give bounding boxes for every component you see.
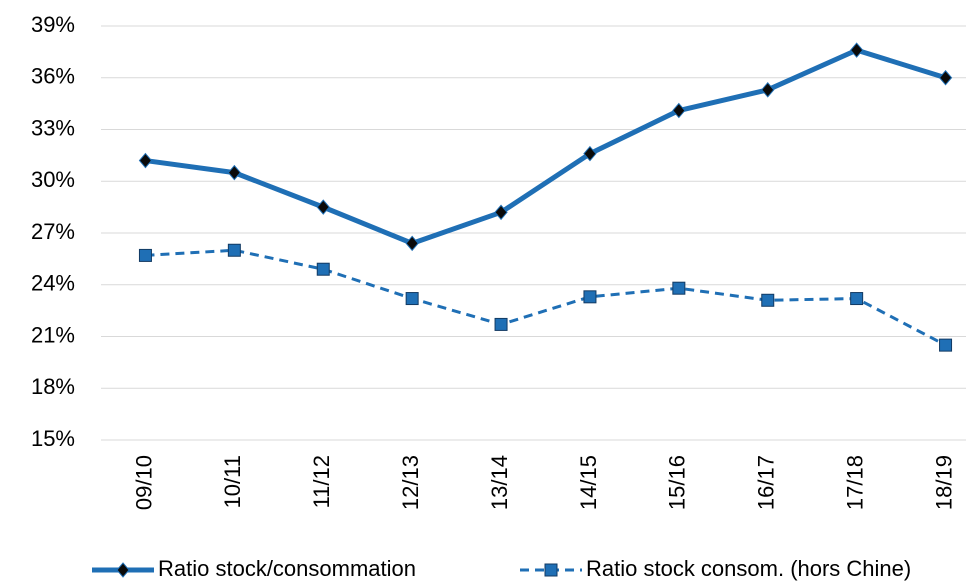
point (138, 248, 152, 262)
point (850, 292, 864, 306)
point (316, 199, 330, 215)
point (938, 69, 953, 86)
point (583, 145, 597, 162)
point (761, 293, 775, 307)
point (316, 262, 330, 276)
y-tick-label: 15% (31, 426, 75, 451)
point (849, 42, 864, 58)
legend-label: Ratio stock/consommation (158, 556, 416, 581)
point (494, 204, 508, 221)
x-tick-label: 11/12 (309, 455, 334, 508)
point (583, 290, 597, 304)
y-tick-label: 39% (31, 12, 75, 37)
point (672, 281, 686, 295)
y-tick-label: 30% (31, 167, 75, 192)
legend-marker (116, 562, 130, 578)
series-line (145, 47, 947, 246)
y-tick-label: 27% (31, 219, 75, 244)
point (227, 243, 241, 257)
series-line (145, 248, 947, 347)
point (761, 82, 775, 98)
point (494, 317, 508, 331)
y-tick-label: 33% (31, 115, 75, 140)
x-tick-label: 10/11 (220, 455, 245, 508)
y-tick-label: 36% (31, 64, 75, 89)
point (405, 292, 419, 306)
y-tick-label: 21% (31, 322, 75, 347)
point (227, 164, 242, 181)
legend-label: Ratio stock consom. (hors Chine) (586, 556, 911, 581)
y-tick-label: 18% (31, 374, 75, 399)
point (939, 338, 953, 352)
x-tick-label: 12/13 (398, 455, 423, 510)
y-tick-label: 24% (31, 271, 75, 296)
x-tick-label: 16/17 (754, 455, 779, 510)
x-tick-label: 18/19 (931, 455, 956, 510)
point (672, 102, 686, 119)
x-tick-label: 14/15 (576, 455, 601, 510)
x-tick-label: 15/16 (665, 455, 690, 510)
point (405, 235, 419, 252)
point (138, 152, 153, 169)
x-tick-label: 13/14 (487, 455, 512, 510)
legend-marker (544, 563, 558, 577)
x-tick-label: 09/10 (131, 455, 156, 510)
x-tick-label: 17/18 (842, 455, 867, 510)
